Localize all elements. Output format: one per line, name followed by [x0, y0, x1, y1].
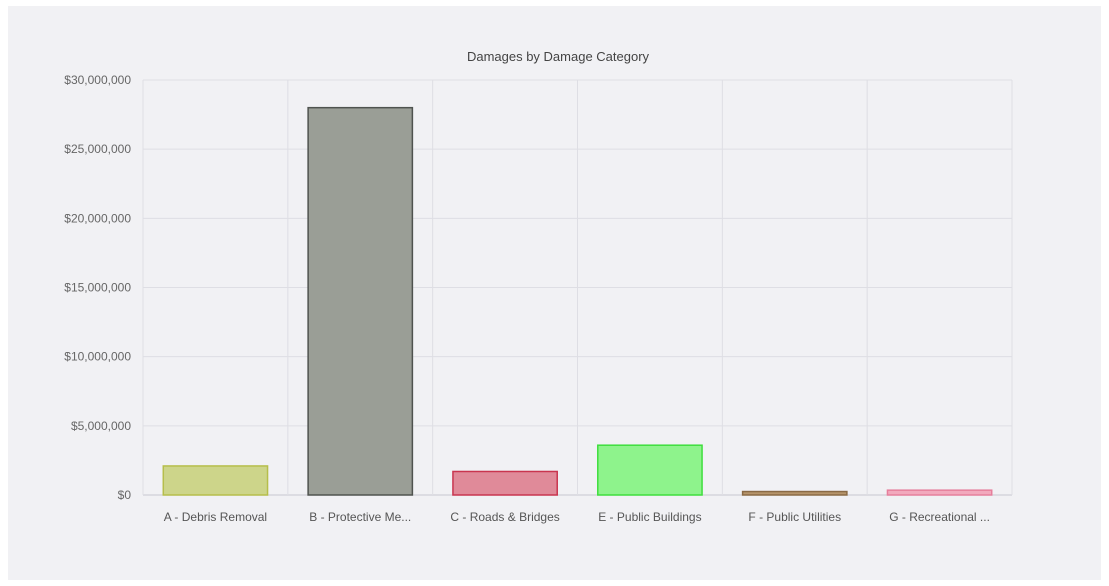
- y-tick-label: $15,000,000: [64, 281, 131, 295]
- y-tick-label: $20,000,000: [64, 211, 131, 225]
- bar[interactable]: [162, 465, 269, 496]
- x-tick-label: F - Public Utilities: [748, 510, 841, 524]
- chart-title: Damages by Damage Category: [467, 49, 650, 64]
- x-axis-ticks: A - Debris Removal B - Protective Me... C …: [164, 510, 990, 524]
- bars: [162, 106, 993, 496]
- x-tick-label: A - Debris Removal: [164, 510, 267, 524]
- bar[interactable]: [597, 444, 703, 496]
- bar[interactable]: [741, 490, 848, 496]
- bar[interactable]: [452, 470, 558, 496]
- y-tick-label: $30,000,000: [64, 73, 131, 87]
- y-tick-label: $5,000,000: [71, 419, 131, 433]
- bar[interactable]: [307, 106, 414, 496]
- y-axis-ticks: $0 $5,000,000 $10,000,000 $15,000,000 $20,00…: [64, 73, 131, 502]
- grid-lines: [142, 79, 1013, 496]
- x-tick-label: C - Roads & Bridges: [450, 510, 559, 524]
- y-tick-label: $10,000,000: [64, 350, 131, 364]
- y-tick-label: $25,000,000: [64, 142, 131, 156]
- x-tick-label: B - Protective Me...: [309, 510, 411, 524]
- x-tick-label: E - Public Buildings: [598, 510, 701, 524]
- bar[interactable]: [886, 489, 993, 496]
- y-tick-label: $0: [118, 488, 132, 502]
- x-tick-label: G - Recreational ...: [889, 510, 990, 524]
